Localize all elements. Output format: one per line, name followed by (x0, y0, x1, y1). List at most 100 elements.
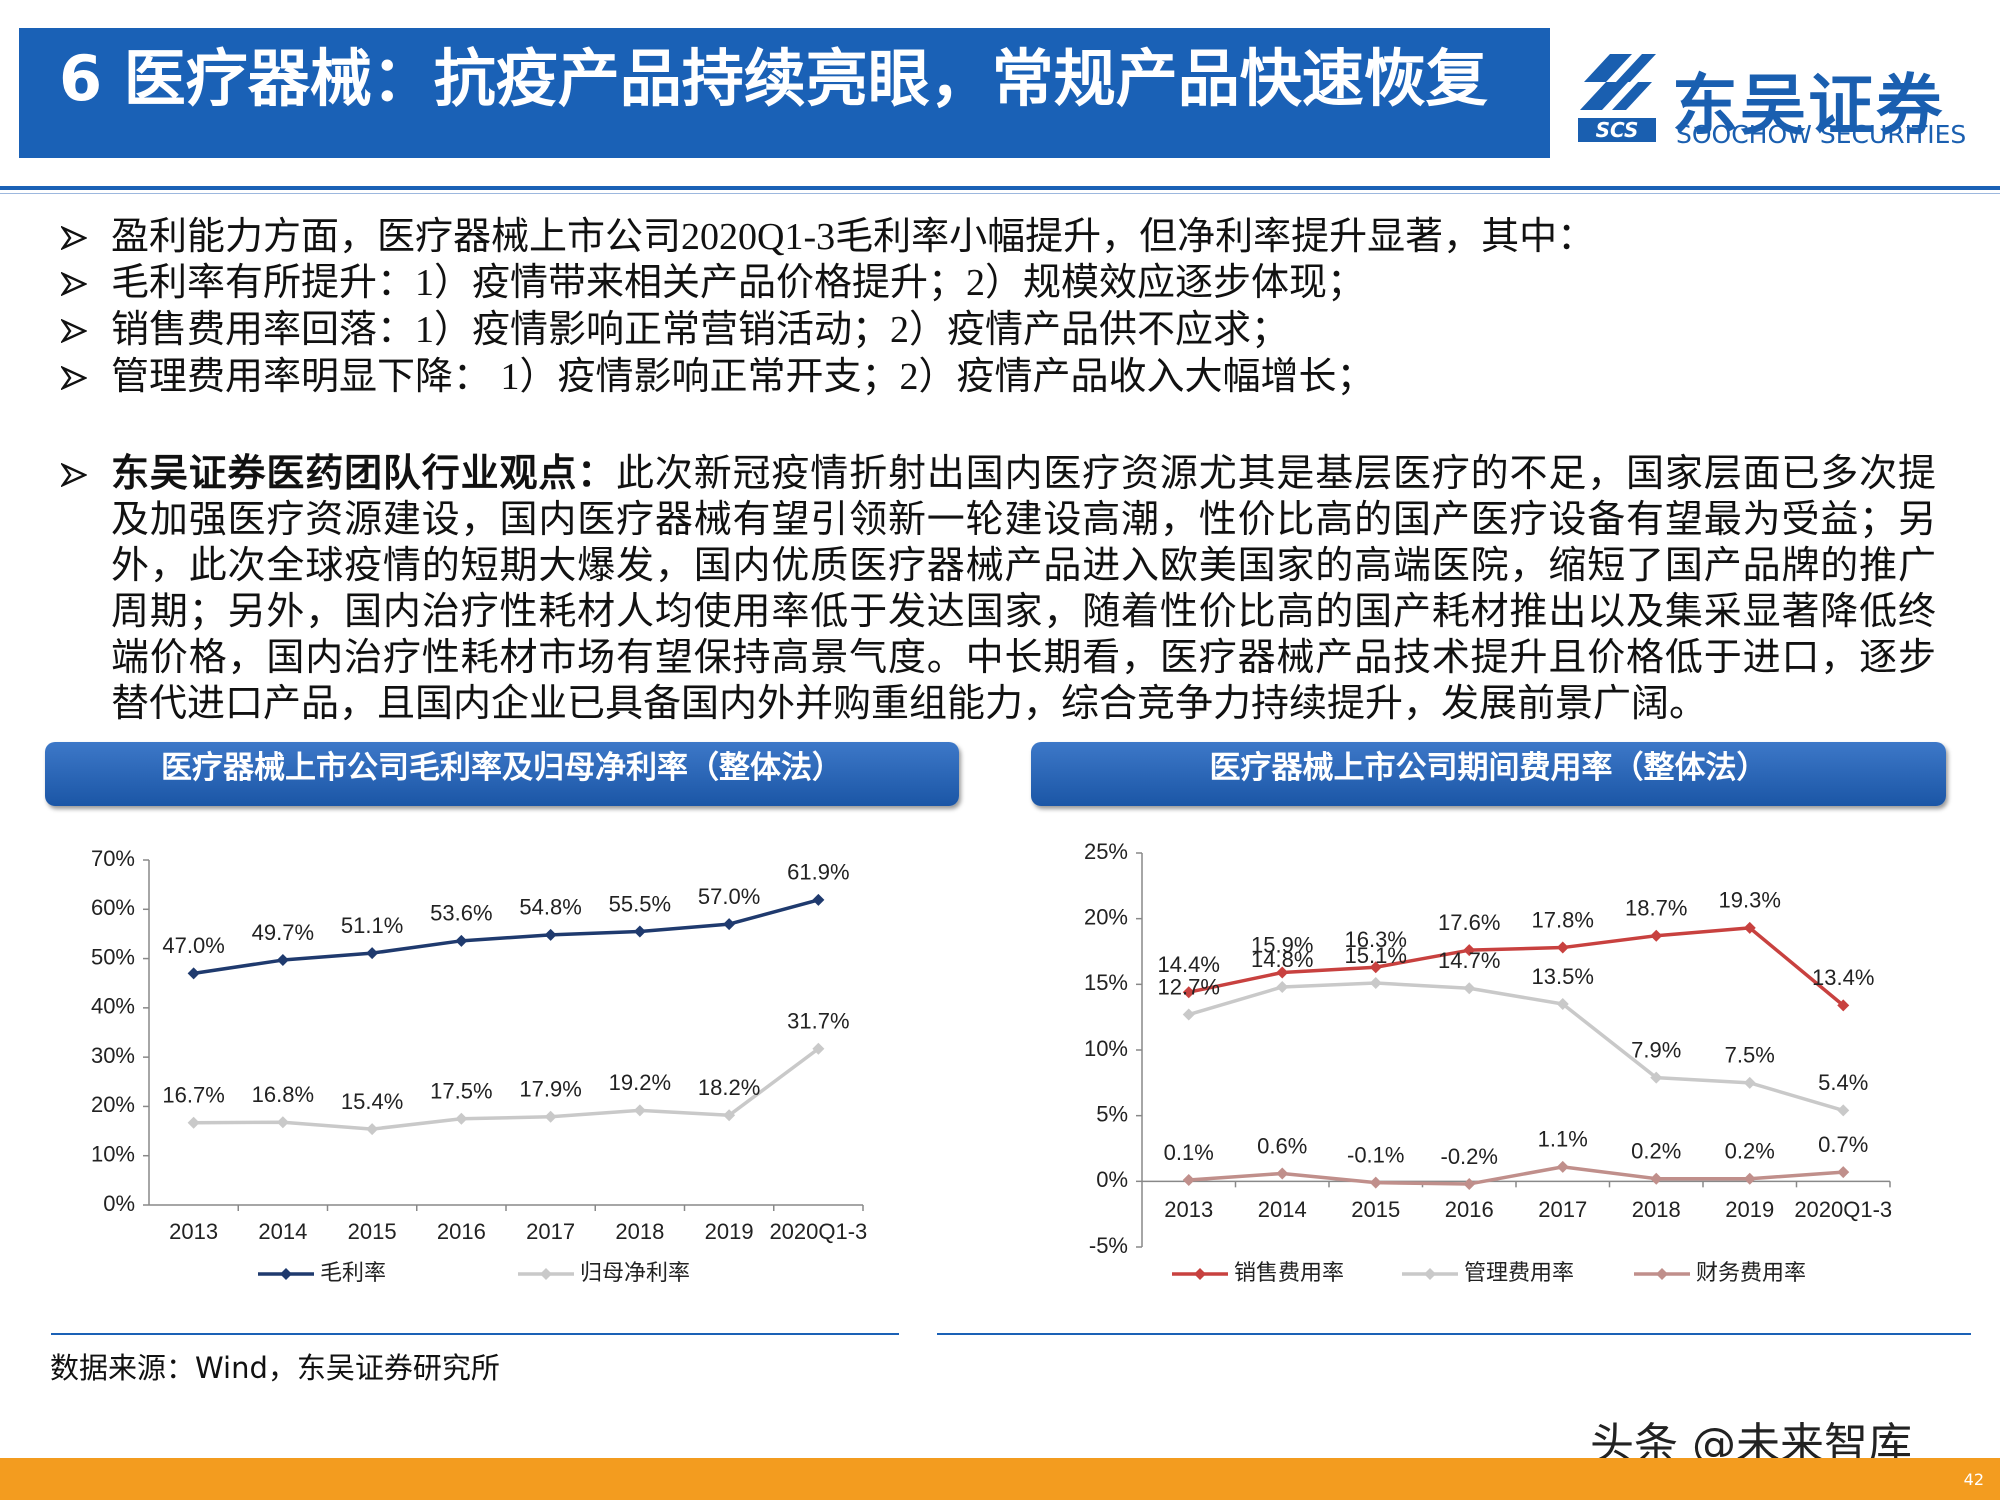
viewpoint-label: 东吴证券医药团队行业观点： (111, 453, 617, 495)
point-marker (1182, 1008, 1195, 1021)
point-marker (1650, 1172, 1663, 1185)
x-tick-label: 2015 (348, 1219, 397, 1244)
legend-label: 销售费用率 (1234, 1260, 1344, 1285)
data-label: 31.7% (787, 1009, 849, 1034)
data-label: 17.9% (519, 1077, 581, 1102)
bullet: 毛利率有所提升：1）疫情带来相关产品价格提升；2）规模效应逐步体现； (61, 260, 1941, 306)
chart-title: 医疗器械上市公司毛利率及归母净利率（整体法） (45, 742, 959, 806)
series-line (1188, 926, 1845, 1007)
point-marker (812, 893, 825, 906)
data-label: 15.4% (341, 1089, 403, 1114)
data-label: 61.9% (787, 860, 849, 885)
point-marker (187, 1116, 200, 1129)
legend-label: 毛利率 (320, 1260, 386, 1285)
bullet-text: 管理费用率明显下降： 1）疫情影响正常开支；2）疫情产品收入大幅增长； (111, 356, 1375, 398)
paragraph-text: 此次新冠疫情折射出国内医疗资源尤其是基层医疗的不足，国家层面已多次提 (616, 453, 1936, 495)
bullet-icon (61, 319, 87, 343)
data-label: 1.1% (1538, 1127, 1588, 1152)
paragraph-text: 及加强医疗资源建设，国内医疗器械有望引领新一轮建设高潮，性价比高的国产医疗设备有… (111, 499, 1936, 541)
point-marker (1182, 986, 1195, 999)
y-tick-label: 40% (91, 994, 135, 1019)
bullet: 销售费用率回落：1）疫情影响正常营销活动；2）疫情产品供不应求； (61, 307, 1941, 353)
x-tick-label: 2017 (526, 1219, 575, 1244)
data-label: 57.0% (698, 884, 760, 909)
point-marker (723, 1109, 736, 1122)
data-label: 17.5% (430, 1079, 492, 1104)
chart-title: 医疗器械上市公司期间费用率（整体法） (1031, 742, 1946, 806)
point-marker (633, 1104, 646, 1117)
series-line (193, 898, 819, 976)
x-tick-label: 2016 (1445, 1197, 1494, 1222)
x-tick-label: 2018 (1632, 1197, 1681, 1222)
point-marker (544, 928, 557, 941)
paragraph-text: 外，此次全球疫情的短期大爆发，国内优质医疗器械产品进入欧美国家的高端医院，缩短了… (111, 545, 1936, 587)
point-marker (1650, 929, 1663, 942)
legend-marker (1656, 1268, 1668, 1280)
y-tick-label: -5% (1089, 1233, 1128, 1258)
x-tick-label: 2015 (1351, 1197, 1400, 1222)
data-label: 16.7% (162, 1083, 224, 1108)
bullet: 管理费用率明显下降： 1）疫情影响正常开支；2）疫情产品收入大幅增长； (61, 354, 1941, 400)
data-label: 7.5% (1725, 1043, 1775, 1068)
x-tick-label: 2019 (1725, 1197, 1774, 1222)
point-marker (187, 967, 200, 980)
data-label: 7.9% (1631, 1037, 1681, 1062)
data-label: 47.0% (162, 933, 224, 958)
y-tick-label: 60% (91, 895, 135, 920)
logo-icon (1580, 54, 1656, 110)
point-marker (1276, 980, 1289, 993)
point-marker (1463, 944, 1476, 957)
legend-marker (1424, 1268, 1436, 1280)
data-label: 17.8% (1532, 907, 1594, 932)
point-marker (1837, 1104, 1850, 1117)
legend-label: 归母净利率 (580, 1260, 690, 1285)
logo-english: SOOCHOW SECURITIES (1676, 120, 1967, 149)
data-label: 16.8% (252, 1082, 314, 1107)
point-marker (1463, 1177, 1476, 1190)
x-tick-label: 2014 (1258, 1197, 1307, 1222)
point-marker (1743, 921, 1756, 934)
data-label: 55.5% (609, 891, 671, 916)
data-label: 13.5% (1532, 964, 1594, 989)
data-label: 0.7% (1818, 1132, 1868, 1157)
legend-label: 管理费用率 (1464, 1260, 1574, 1285)
x-tick-label: 2018 (615, 1219, 664, 1244)
legend-marker (540, 1268, 552, 1280)
data-label: 15.1% (1345, 943, 1407, 968)
legend-marker (280, 1268, 292, 1280)
data-label: 53.6% (430, 901, 492, 926)
data-label: 15.9% (1251, 932, 1313, 957)
bullet: 盈利能力方面，医疗器械上市公司2020Q1-3毛利率小幅提升，但净利率提升显著，… (61, 214, 1941, 260)
point-marker (1556, 998, 1569, 1011)
x-tick-label: 2014 (258, 1219, 307, 1244)
y-tick-label: 10% (91, 1142, 135, 1167)
data-label: 0.2% (1725, 1139, 1775, 1164)
y-tick-label: 30% (91, 1043, 135, 1068)
x-tick-label: 2020Q1-3 (1794, 1197, 1892, 1222)
footer-bar (0, 1458, 2000, 1500)
data-label: 19.2% (609, 1070, 671, 1095)
data-label: 14.7% (1438, 948, 1500, 973)
point-marker (1556, 941, 1569, 954)
paragraph-line: 及加强医疗资源建设，国内医疗器械有望引领新一轮建设高潮，性价比高的国产医疗设备有… (111, 497, 1936, 543)
y-tick-label: 5% (1096, 1101, 1128, 1126)
bullet-text: 盈利能力方面，医疗器械上市公司2020Q1-3毛利率小幅提升，但净利率提升显著，… (111, 216, 1596, 258)
source-note: 数据来源：Wind，东吴证券研究所 (50, 1351, 500, 1385)
point-marker (1743, 1172, 1756, 1185)
paragraph-text: 周期；另外，国内治疗性耗材人均使用率低于发达国家，随着性价比高的国产耗材推出以及… (111, 591, 1936, 633)
divider (0, 193, 2000, 194)
paragraph-line: 东吴证券医药团队行业观点：此次新冠疫情折射出国内医疗资源尤其是基层医疗的不足，国… (111, 451, 1936, 497)
data-label: 16.3% (1345, 927, 1407, 952)
data-label: -0.1% (1347, 1142, 1404, 1167)
bullet-icon (61, 226, 87, 250)
y-tick-label: 20% (91, 1092, 135, 1117)
bullet-icon (61, 366, 87, 390)
slide-title: 6 医疗器械：抗疫产品持续亮眼，常规产品快速恢复 (59, 42, 1488, 115)
data-label: 0.1% (1164, 1140, 1214, 1165)
bullet-icon (61, 463, 87, 487)
bullet-icon (61, 272, 87, 296)
x-tick-label: 2020Q1-3 (769, 1219, 867, 1244)
data-label: 14.8% (1251, 947, 1313, 972)
data-label: 18.2% (698, 1075, 760, 1100)
